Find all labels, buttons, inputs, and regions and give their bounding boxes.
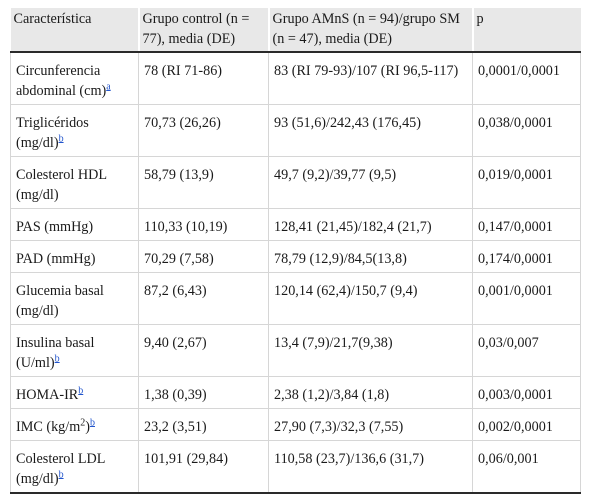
footnote-link[interactable]: b — [58, 469, 64, 481]
footnote-link[interactable]: b — [58, 133, 64, 145]
row-characteristic-cell: IMC (kg/m2)b — [10, 408, 139, 441]
characteristics-table-container: Característica Grupo control (n = 77), m… — [10, 8, 581, 494]
amns-sm-groups-value: 2,38 (1,2)/3,84 (1,8) — [268, 376, 473, 409]
amns-sm-groups-value: 13,4 (7,9)/21,7(9,38) — [268, 324, 473, 377]
characteristic-label: PAS (mmHg) — [16, 219, 94, 235]
row-characteristic-cell: Insulina basal (U/ml)b — [10, 324, 139, 377]
amns-sm-groups-value: 27,90 (7,3)/32,3 (7,55) — [268, 408, 473, 441]
header-characteristic: Característica — [10, 8, 140, 53]
characteristic-label: HOMA-IR — [16, 387, 79, 403]
control-group-value: 1,38 (0,39) — [138, 376, 269, 409]
control-group-value: 23,2 (3,51) — [138, 408, 269, 441]
amns-sm-groups-value: 78,79 (12,9)/84,5(13,8) — [268, 240, 473, 273]
row-characteristic-cell: PAD (mmHg) — [10, 240, 139, 273]
p-value: 0,003/0,0001 — [472, 376, 581, 409]
control-group-value: 87,2 (6,43) — [138, 272, 269, 325]
table-row: IMC (kg/m2)b 23,2 (3,51) 27,90 (7,3)/32,3 … — [10, 408, 581, 441]
row-characteristic-cell: PAS (mmHg) — [10, 208, 139, 241]
characteristic-label: Colesterol LDL (mg/dl) — [16, 451, 105, 487]
table-row: PAD (mmHg) 70,29 (7,58) 78,79 (12,9)/84,5(… — [10, 240, 581, 273]
p-value: 0,038/0,0001 — [472, 104, 581, 157]
amns-sm-groups-value: 83 (RI 79-93)/107 (RI 96,5-117) — [268, 51, 473, 105]
p-value: 0,001/0,0001 — [472, 272, 581, 325]
characteristic-label: PAD (mmHg) — [16, 251, 96, 267]
row-characteristic-cell: Circunferencia abdominal (cm)a — [10, 51, 139, 105]
header-amns-sm-groups: Grupo AMnS (n = 94)/grupo SM (n = 47), m… — [268, 8, 474, 53]
amns-sm-groups-value: 49,7 (9,2)/39,77 (9,5) — [268, 156, 473, 209]
header-row: Característica Grupo control (n = 77), m… — [10, 8, 581, 53]
table-row: HOMA-IRb 1,38 (0,39) 2,38 (1,2)/3,84 (1,8)… — [10, 376, 581, 409]
control-group-value: 78 (RI 71-86) — [138, 51, 269, 105]
characteristic-label: IMC (kg/m — [16, 419, 81, 435]
header-control-group: Grupo control (n = 77), media (DE) — [138, 8, 270, 53]
characteristic-label: Triglicéridos (mg/dl) — [16, 115, 89, 151]
control-group-value: 110,33 (10,19) — [138, 208, 269, 241]
amns-sm-groups-value: 93 (51,6)/242,43 (176,45) — [268, 104, 473, 157]
characteristics-table: Característica Grupo control (n = 77), m… — [10, 8, 581, 494]
footnote-link[interactable]: b — [54, 353, 60, 365]
characteristic-label: Glucemia basal (mg/dl) — [16, 283, 104, 319]
control-group-value: 58,79 (13,9) — [138, 156, 269, 209]
table-row: Colesterol HDL (mg/dl) 58,79 (13,9) 49,7 (… — [10, 156, 581, 209]
p-value: 0,019/0,0001 — [472, 156, 581, 209]
footnote-link[interactable]: b — [89, 417, 95, 429]
amns-sm-groups-value: 110,58 (23,7)/136,6 (31,7) — [268, 440, 473, 494]
row-characteristic-cell: Colesterol HDL (mg/dl) — [10, 156, 139, 209]
unit-exponent: 2 — [80, 417, 86, 429]
table-row: Circunferencia abdominal (cm)a 78 (RI 71-… — [10, 51, 581, 105]
row-characteristic-cell: Glucemia basal (mg/dl) — [10, 272, 139, 325]
amns-sm-groups-value: 128,41 (21,45)/182,4 (21,7) — [268, 208, 473, 241]
p-value: 0,147/0,0001 — [472, 208, 581, 241]
characteristic-label: Circunferencia abdominal (cm) — [16, 63, 107, 99]
p-value: 0,06/0,001 — [472, 440, 581, 494]
control-group-value: 70,73 (26,26) — [138, 104, 269, 157]
control-group-value: 9,40 (2,67) — [138, 324, 269, 377]
characteristic-label-suffix: ) — [85, 419, 90, 435]
table-row: PAS (mmHg) 110,33 (10,19) 128,41 (21,45)/1… — [10, 208, 581, 241]
p-value: 0,0001/0,0001 — [472, 51, 581, 105]
row-characteristic-cell: Triglicéridos (mg/dl)b — [10, 104, 139, 157]
p-value: 0,174/0,0001 — [472, 240, 581, 273]
table-header: Característica Grupo control (n = 77), m… — [10, 8, 581, 53]
header-p-value: p — [472, 8, 581, 53]
table-body: Circunferencia abdominal (cm)a 78 (RI 71-… — [10, 51, 581, 494]
p-value: 0,002/0,0001 — [472, 408, 581, 441]
characteristic-label: Insulina basal (U/ml) — [16, 335, 95, 371]
footnote-link[interactable]: b — [78, 385, 84, 397]
control-group-value: 70,29 (7,58) — [138, 240, 269, 273]
row-characteristic-cell: HOMA-IRb — [10, 376, 139, 409]
control-group-value: 101,91 (29,84) — [138, 440, 269, 494]
row-characteristic-cell: Colesterol LDL (mg/dl)b — [10, 440, 139, 494]
table-row: Colesterol LDL (mg/dl)b 101,91 (29,84) 110… — [10, 440, 581, 494]
footnote-link[interactable]: a — [106, 81, 111, 93]
table-row: Glucemia basal (mg/dl) 87,2 (6,43) 120,14 … — [10, 272, 581, 325]
characteristic-label: Colesterol HDL (mg/dl) — [16, 167, 107, 203]
table-row: Triglicéridos (mg/dl)b 70,73 (26,26) 93 (5… — [10, 104, 581, 157]
amns-sm-groups-value: 120,14 (62,4)/150,7 (9,4) — [268, 272, 473, 325]
table-row: Insulina basal (U/ml)b 9,40 (2,67) 13,4 (7… — [10, 324, 581, 377]
p-value: 0,03/0,007 — [472, 324, 581, 377]
